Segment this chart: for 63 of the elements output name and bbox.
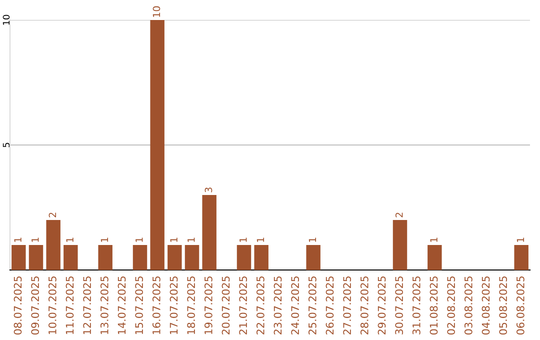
data-label: 10 xyxy=(152,6,160,17)
x-tick-label: 03.08.2025 xyxy=(464,276,472,335)
bar xyxy=(168,245,182,270)
x-tick-label: 18.07.2025 xyxy=(187,276,196,334)
x-tick-label: 04.08.2025 xyxy=(482,276,490,335)
bar xyxy=(514,245,528,270)
data-label: 1 xyxy=(256,238,264,242)
data-label: 1 xyxy=(240,238,247,242)
data-label: 1 xyxy=(308,238,316,242)
x-tick-label: 27.07.2025 xyxy=(343,276,352,334)
data-label: 3 xyxy=(204,188,212,192)
x-tick-label: 22.07.2025 xyxy=(256,276,264,334)
bar xyxy=(46,220,60,270)
x-tick-label: 16.07.2025 xyxy=(152,276,160,334)
bar xyxy=(98,245,112,270)
x-tick-label: 02.08.2025 xyxy=(447,276,456,335)
x-tick-label: 28.07.2025 xyxy=(360,276,368,334)
data-label: 1 xyxy=(100,238,108,242)
x-tick-label: 25.07.2025 xyxy=(308,276,316,334)
bar xyxy=(254,245,268,270)
x-tick-label: 20.07.2025 xyxy=(222,276,230,334)
data-label: 1 xyxy=(66,238,74,242)
bar xyxy=(64,245,78,270)
data-label: 2 xyxy=(48,212,56,218)
x-tick-label: 14.07.2025 xyxy=(118,276,126,334)
x-tick-label: 08.07.2025 xyxy=(14,276,22,335)
data-label: 1 xyxy=(170,238,178,242)
x-tick-label: 11.07.2025 xyxy=(66,276,74,334)
x-tick-label: 06.08.2025 xyxy=(516,276,524,335)
data-label: 1 xyxy=(188,238,195,242)
x-tick-label: 30.07.2025 xyxy=(395,276,404,334)
bar xyxy=(428,245,442,270)
x-tick-label: 12.07.2025 xyxy=(83,276,92,334)
x-tick-label: 10.07.2025 xyxy=(48,276,56,334)
x-tick-label: 01.08.2025 xyxy=(430,276,438,335)
x-tick-label: 31.07.2025 xyxy=(412,276,420,334)
bar xyxy=(184,245,200,270)
bar xyxy=(392,220,408,270)
data-label: 1 xyxy=(14,238,22,242)
x-tick-label: 13.07.2025 xyxy=(100,276,108,334)
y-tick-label: 5 xyxy=(2,142,10,148)
x-tick-label: 09.07.2025 xyxy=(31,276,40,335)
data-label: 2 xyxy=(395,212,403,218)
x-tick-label: 21.07.2025 xyxy=(239,276,248,334)
data-label: 1 xyxy=(516,238,524,242)
bar xyxy=(306,245,320,270)
bar xyxy=(236,245,252,270)
bar xyxy=(150,20,164,270)
x-tick-label: 17.07.2025 xyxy=(170,276,178,334)
x-tick-label: 26.07.2025 xyxy=(326,276,334,334)
x-tick-label: 19.07.2025 xyxy=(204,276,212,334)
data-label: 1 xyxy=(32,238,39,242)
bar xyxy=(12,245,26,270)
data-label: 1 xyxy=(136,238,143,242)
bar xyxy=(202,195,216,270)
x-tick-label: 15.07.2025 xyxy=(135,276,144,334)
x-tick-label: 24.07.2025 xyxy=(291,276,300,334)
x-tick-label: 29.07.2025 xyxy=(378,276,386,334)
data-label: 1 xyxy=(430,238,438,242)
x-tick-label: 23.07.2025 xyxy=(274,276,282,334)
bar xyxy=(132,245,148,270)
bar xyxy=(28,245,44,270)
x-tick-label: 05.08.2025 xyxy=(499,276,508,335)
